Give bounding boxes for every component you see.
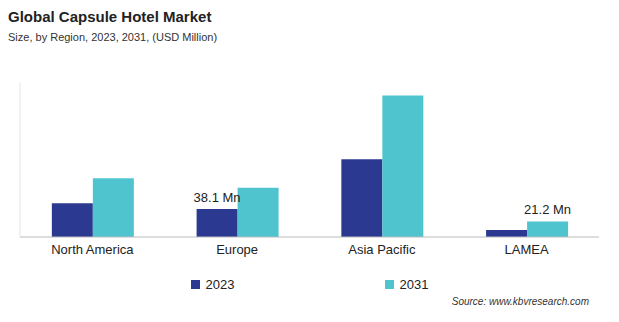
svg-text:LAMEA: LAMEA <box>505 242 549 257</box>
svg-text:North America: North America <box>51 242 134 257</box>
html-text:2023: 2023 <box>205 277 235 292</box>
html-text:Source: www.kbvresearch.com: Source: www.kbvresearch.com <box>451 296 589 307</box>
html-text:2031: 2031 <box>399 277 429 292</box>
svg-text:21.2 Mn: 21.2 Mn <box>524 202 571 217</box>
svg-text:Asia Pacific: Asia Pacific <box>348 242 416 257</box>
html-text:Size, by Region, 2023, 2031, (: Size, by Region, 2023, 2031, (USD Millio… <box>8 31 218 43</box>
html-text:Global Capsule Hotel Market: Global Capsule Hotel Market <box>8 8 212 25</box>
svg-text:Europe: Europe <box>216 242 258 257</box>
svg-text:38.1 Mn: 38.1 Mn <box>194 190 241 205</box>
